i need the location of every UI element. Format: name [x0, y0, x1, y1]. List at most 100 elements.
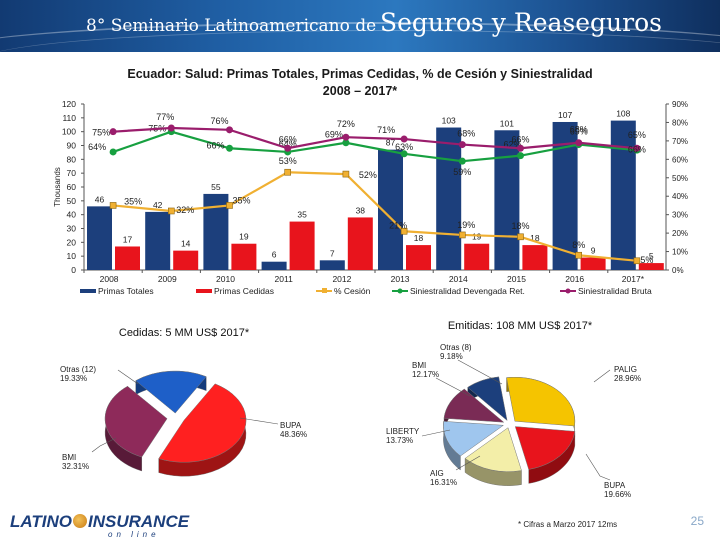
legend-label: Primas Totales [98, 286, 154, 296]
bar-data-label: 107 [558, 110, 572, 120]
line-data-label: 76% [210, 116, 228, 126]
pie-slice-label: BMI [412, 361, 426, 370]
line-marker [342, 139, 350, 147]
banner-small-text: 8° Seminario Latinoamericano de [86, 16, 377, 36]
left-tick-label: 0 [71, 265, 76, 275]
x-tick-label: 2013 [391, 274, 410, 284]
pie-slice-label: BUPA [280, 421, 302, 430]
left-tick-label: 80 [67, 154, 77, 164]
x-tick-label: 2012 [332, 274, 351, 284]
right-tick-label: 70% [672, 137, 688, 146]
bar-primas-cedidas [638, 263, 664, 270]
bar-primas-totales [319, 260, 345, 270]
bar-data-label: 7 [330, 248, 335, 258]
right-tick-label: 90% [672, 100, 688, 109]
line-data-label: 65% [628, 130, 646, 140]
line-marker [575, 251, 583, 259]
line-data-label: 68% [570, 125, 588, 135]
line-marker [400, 135, 408, 143]
left-tick-label: 40 [67, 210, 77, 220]
pie-slice [104, 385, 168, 458]
chart-title: Ecuador: Salud: Primas Totales, Primas C… [0, 66, 720, 100]
left-tick-label: 20 [67, 237, 77, 247]
pie-title: Emitidas: 108 MM US$ 2017* [448, 320, 593, 332]
pie-slice-pct: 12.17% [412, 370, 439, 379]
line-marker [226, 144, 233, 152]
bar-data-label: 18 [530, 233, 540, 243]
bar-primas-cedidas [464, 243, 490, 270]
bar-primas-totales [145, 211, 171, 270]
line-data-label: 8% [572, 240, 585, 250]
bar-primas-cedidas [173, 250, 199, 270]
pie-leader-line [455, 455, 481, 471]
line-data-label: 21% [389, 220, 407, 230]
bar-primas-cedidas [115, 246, 140, 270]
pie-leader-line [585, 453, 611, 481]
legend-marker [397, 288, 403, 294]
left-tick-label: 110 [62, 113, 76, 123]
bar-primas-totales [494, 130, 520, 270]
line-data-label: 53% [279, 156, 297, 166]
line-marker [168, 207, 175, 215]
bar-data-label: 18 [414, 233, 424, 243]
line-marker [167, 124, 175, 132]
line-marker [458, 141, 466, 149]
pie-slice-label: LIBERTY [386, 427, 420, 436]
banner-decoration [0, 22, 720, 52]
line-marker [633, 144, 641, 152]
line-marker [226, 202, 233, 209]
series-line [113, 126, 638, 150]
pie-slice [443, 388, 505, 423]
pie-slice-pct: 28.96% [614, 374, 641, 383]
line-data-label: 18% [511, 221, 529, 231]
x-tick-label: 2017* [622, 274, 645, 284]
line-marker [458, 231, 466, 239]
bar-data-label: 108 [616, 109, 630, 119]
right-tick-label: 20% [672, 229, 688, 238]
chart-title-line2: 2008 – 2017* [322, 84, 398, 98]
logo-globe-icon [73, 514, 88, 528]
left-tick-label: 90 [67, 141, 77, 151]
line-marker [517, 144, 524, 152]
line-marker [109, 202, 117, 209]
pie-slice [158, 383, 247, 463]
right-tick-label: 80% [672, 118, 688, 127]
pie-slice [135, 370, 207, 414]
line-data-label: 66% [279, 134, 297, 144]
left-tick-label: 100 [62, 127, 76, 137]
bar-primas-cedidas [289, 221, 315, 270]
line-data-label: 69% [325, 130, 343, 140]
chart-title-line1: Ecuador: Salud: Primas Totales, Primas C… [127, 67, 593, 81]
bar-data-label: 17 [123, 234, 133, 244]
x-tick-label: 2014 [449, 274, 468, 284]
right-tick-label: 0% [672, 266, 684, 275]
line-marker [400, 227, 408, 235]
x-tick-label: 2015 [507, 274, 526, 284]
bar-data-label: 55 [211, 182, 221, 192]
line-data-label: 63% [395, 142, 413, 152]
bar-data-label: 38 [356, 205, 366, 215]
pie-slice-label: Otras (12) [60, 365, 96, 374]
line-marker [575, 139, 583, 147]
pie-slice-pct: 48.36% [280, 430, 307, 439]
line-marker [633, 257, 641, 265]
logo-text-insurance: INSURANCE [88, 512, 190, 531]
bar-data-label: 35 [297, 210, 307, 220]
line-marker [284, 144, 292, 152]
line-data-label: 52% [359, 170, 377, 180]
pie-slice-label: AIG [430, 469, 444, 478]
line-marker [109, 128, 117, 136]
line-data-label: 64% [279, 139, 297, 149]
bar-data-label: 103 [442, 116, 456, 126]
pie-slice-label: BMI [62, 453, 76, 462]
line-data-label: 35% [124, 196, 142, 206]
legend-label: Siniestralidad Devengada Ret. [410, 286, 525, 296]
line-data-label: 35% [232, 195, 250, 205]
pie-slice-label: PALIG [614, 365, 637, 374]
pie-slice [514, 426, 576, 470]
bar-data-label: 42 [153, 200, 163, 210]
line-data-label: 66% [206, 140, 224, 150]
pie-slice [467, 376, 508, 422]
line-data-label: 68% [457, 129, 475, 139]
